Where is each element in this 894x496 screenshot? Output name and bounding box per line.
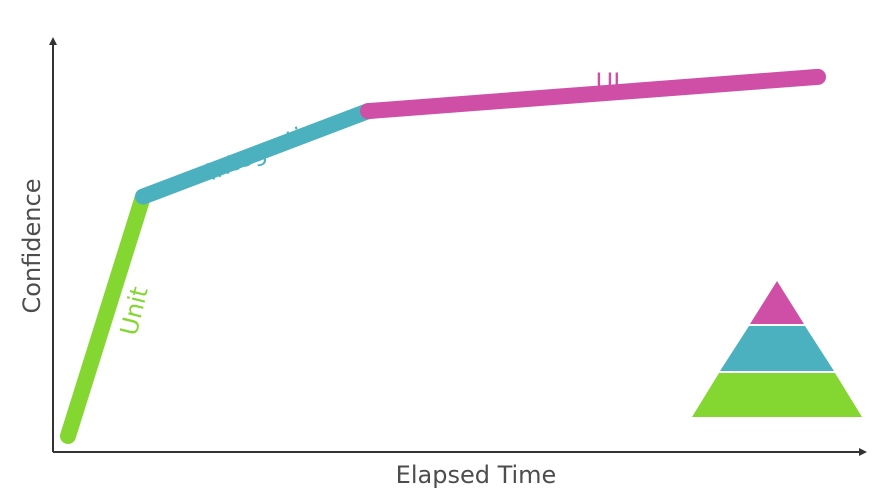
series-line-ui	[360, 68, 826, 120]
series-line-integration	[135, 103, 376, 205]
y-axis-title: Confidence	[18, 179, 46, 314]
pyramid-level-unit	[692, 373, 862, 417]
series-label-ui: UI	[596, 68, 621, 96]
pyramid-level-integration	[720, 326, 834, 371]
pyramid-inset	[692, 281, 862, 417]
pyramid-level-ui	[750, 281, 804, 324]
series-label-integration: Integration	[202, 111, 335, 187]
x-axis-title: Elapsed Time	[396, 461, 557, 489]
series-line-unit	[60, 188, 151, 444]
